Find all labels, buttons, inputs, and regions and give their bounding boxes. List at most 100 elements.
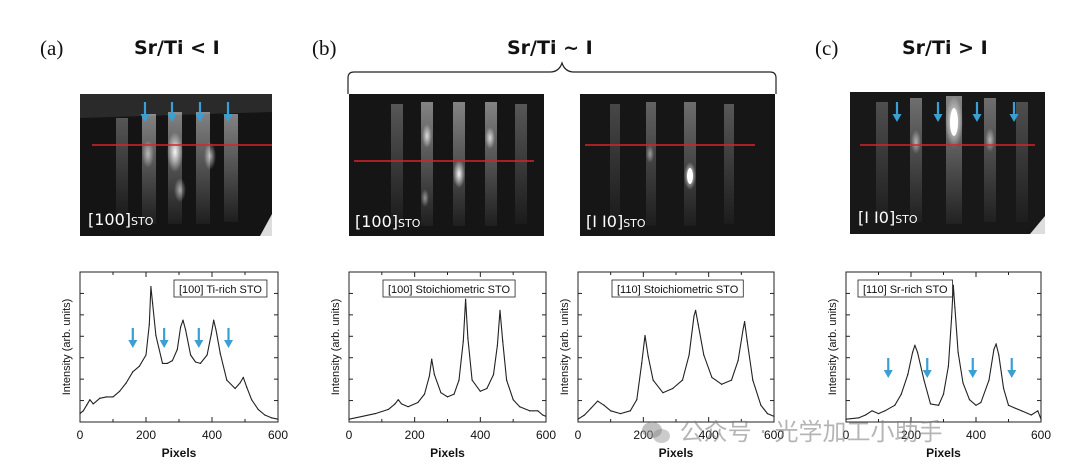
data-point [711, 376, 713, 378]
intensity-curve [577, 309, 775, 420]
data-point [512, 399, 514, 401]
data-point [662, 392, 664, 394]
x-ticks [577, 272, 775, 422]
data-point [884, 410, 886, 412]
data-point [995, 343, 997, 345]
arrow-head [972, 114, 982, 122]
data-point [496, 344, 499, 346]
rheed-pattern-b2 [580, 94, 775, 236]
arrow-head [892, 114, 902, 122]
data-point [877, 413, 880, 415]
data-point [239, 382, 241, 384]
data-point [428, 375, 431, 377]
data-point [938, 404, 940, 406]
data-point [988, 379, 990, 381]
data-point [545, 415, 547, 418]
data-point [629, 410, 631, 412]
data-point [947, 365, 949, 367]
y-ticks [578, 292, 774, 402]
rheed-label-b1: [100]STO [355, 212, 420, 231]
data-point [923, 379, 925, 381]
y-ticks [80, 292, 278, 402]
data-point [1030, 414, 1032, 416]
data-point [1040, 418, 1042, 420]
data-point [703, 354, 705, 356]
data-point [176, 348, 178, 351]
data-point [407, 406, 409, 408]
x-axis-label: Pixels [659, 446, 694, 460]
y-axis-label: Intensity (arb. units) [559, 299, 571, 396]
panel-c-title: Sr/Ti > I [902, 37, 988, 59]
data-point [182, 319, 184, 321]
data-point [954, 307, 956, 309]
panel-a-title: Sr/Ti < I [134, 37, 220, 59]
data-point [773, 415, 775, 418]
data-point [464, 298, 467, 300]
data-point [234, 387, 236, 390]
y-axis-label: Intensity (arb. units) [61, 299, 73, 396]
data-point [1037, 410, 1039, 412]
x-axis-label: Pixels [926, 446, 961, 460]
data-point [89, 399, 91, 401]
data-point [82, 410, 84, 412]
peak-arrow-icon [883, 358, 893, 378]
plot-title-box [173, 279, 268, 298]
data-point [929, 403, 932, 405]
data-point [387, 408, 389, 411]
data-point [213, 319, 215, 321]
x-axis-label: Pixels [162, 446, 197, 460]
data-point [742, 329, 744, 331]
x-tick-label: 400 [966, 428, 986, 442]
data-point [894, 404, 896, 406]
data-point [993, 348, 995, 351]
data-point [462, 340, 464, 342]
arrow-head [140, 114, 150, 122]
data-point [119, 390, 121, 392]
data-point [900, 393, 902, 395]
data-point [453, 393, 455, 395]
peak-arrows [883, 358, 1017, 378]
data-point [423, 393, 426, 395]
rheed-label-sub: STO [623, 217, 646, 230]
x-tick-label: 600 [764, 428, 784, 442]
arrow-head [1009, 114, 1019, 122]
y-ticks [846, 292, 1041, 402]
data-point [603, 404, 605, 406]
rheed-label-a: [100]STO [88, 210, 153, 229]
data-point [479, 390, 481, 392]
plot-title-box [611, 279, 744, 298]
data-point [528, 410, 531, 412]
x-tick-label: 200 [136, 428, 156, 442]
data-point [681, 379, 684, 381]
data-point [199, 362, 202, 365]
data-point [155, 334, 157, 337]
data-point [1007, 404, 1010, 406]
data-point [998, 354, 1000, 356]
x-tick-label: 0 [346, 428, 353, 442]
watermark-text: 公众号 · 光学加工小助手 [679, 418, 943, 446]
data-point [766, 413, 769, 415]
data-point [914, 344, 916, 346]
x-ticks [79, 272, 279, 422]
data-points [348, 298, 547, 420]
rheed-arrow-icon [140, 102, 150, 122]
data-point [397, 399, 399, 401]
data-point [1020, 410, 1023, 412]
rheed-arrow-icon [167, 102, 177, 122]
rheed-label-main: [100] [88, 210, 132, 229]
data-point [721, 383, 723, 385]
panel-b-letter: (b) [312, 36, 337, 60]
data-point [519, 406, 521, 408]
panel-b-title: Sr/Ti ~ I [507, 37, 593, 59]
intensity-curve [79, 286, 279, 420]
data-point [610, 410, 612, 412]
rheed-pattern-a [80, 94, 272, 236]
data-point [471, 379, 473, 381]
x-tick-label: 600 [536, 428, 556, 442]
data-point [431, 358, 433, 360]
data-point [180, 326, 182, 328]
y-ticks [349, 292, 546, 402]
data-point [912, 351, 914, 353]
arrow-head [968, 370, 978, 378]
